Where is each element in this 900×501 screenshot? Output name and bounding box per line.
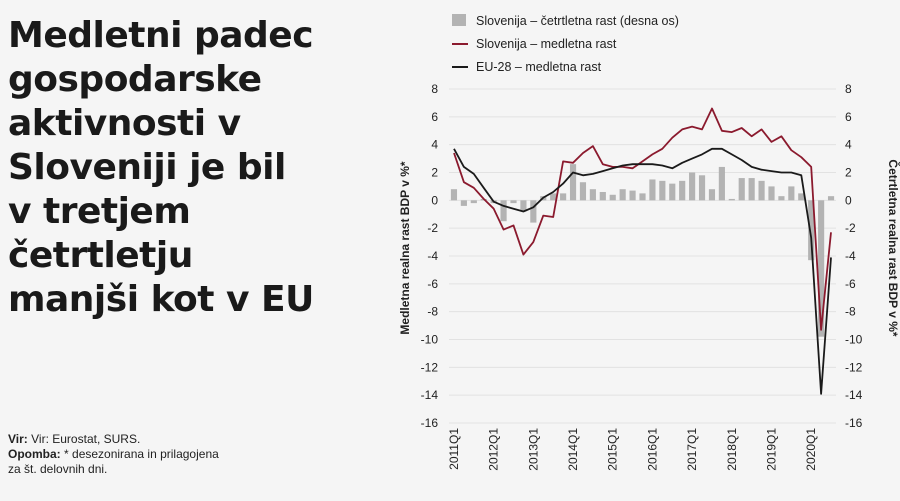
y-tick-label-right: 2 [845,166,852,180]
note-line-2: za št. delovnih dni. [8,462,108,476]
headline: Medletni padec gospodarske aktivnosti v … [8,14,368,322]
source-text: Vir: Eurostat, SURS. [31,432,141,446]
bar [758,180,765,201]
y-tick-label-left: 0 [431,193,438,207]
y-axis-title-left: Medletna realna rast BDP v %* [398,161,412,335]
bar [728,198,735,201]
y-tick-label-right: 0 [845,193,852,207]
bar [788,186,795,201]
x-tick-label: 2011Q1 [447,428,461,470]
y-tick-label-left: -14 [421,388,439,402]
bar [530,200,537,223]
bar [470,200,477,204]
bar [589,189,596,201]
x-tick-label: 2013Q1 [526,428,540,471]
bar [818,200,825,337]
bar [560,193,567,201]
bar [708,189,716,201]
y-tick-label-right: -10 [845,333,863,347]
source-line: Vir: Vir: Eurostat, SURS. [8,432,338,447]
x-tick-label: 2019Q1 [765,428,779,471]
bar [639,193,646,201]
bar [500,200,507,222]
bar [619,189,626,201]
x-tick-label: 2017Q1 [685,428,699,471]
y-axis-title-right: Četrtletna realna rast BDP v %* [886,159,900,337]
headline-line: Sloveniji je bil [8,147,286,188]
y-tick-label-right: -16 [845,416,863,430]
bar [629,190,636,201]
slovenia-yoy-line [453,107,832,331]
source-label: Vir: [8,432,28,446]
y-tick-label-right: 6 [845,110,852,124]
y-tick-label-right: -12 [845,360,863,374]
y-tick-label-left: -8 [427,305,438,319]
bar [827,196,835,201]
headline-line: aktivnosti v [8,103,241,144]
headline-line: v tretjem [8,191,191,232]
bar [599,191,606,201]
y-tick-label-right: 8 [845,82,852,96]
y-tick-label-left: -16 [421,416,439,430]
x-tick-label: 2016Q1 [645,428,659,471]
y-tick-label-right: -14 [845,388,863,402]
note-line: Opomba: * desezonirana in prilagojena [8,447,338,462]
bar [718,166,725,201]
bar [510,200,517,204]
bar [808,200,815,261]
y-tick-label-left: -12 [421,360,439,374]
y-tick-label-left: -10 [421,333,439,347]
x-tick-label: 2012Q1 [487,428,501,471]
bar [738,178,745,201]
bar [778,196,785,201]
bar [609,194,616,201]
bar [748,178,755,201]
x-tick-label: 2014Q1 [566,428,580,471]
x-tick-label: 2020Q1 [804,428,818,471]
bar [689,172,696,201]
bar [550,193,557,201]
eu28-yoy-line [453,147,832,395]
headline-line: manjši kot v EU [8,279,314,320]
bar [679,180,686,201]
source-notes: Vir: Vir: Eurostat, SURS. Opomba: * dese… [8,432,338,477]
headline-line: gospodarske [8,59,262,100]
headline-line: četrtletju [8,235,193,276]
legend-label: Slovenija – medletna rast [476,37,617,51]
y-tick-label-right: -2 [845,221,856,235]
bar [520,200,527,212]
legend: Slovenija – četrtletna rast (desna os) S… [452,14,679,74]
bar [659,180,666,201]
y-tick-label-left: -4 [427,249,438,263]
bar [460,200,467,206]
y-tick-label-left: -6 [427,277,438,291]
legend-label: Slovenija – četrtletna rast (desna os) [476,14,679,28]
bar [450,189,458,201]
y-tick-label-right: -4 [845,249,856,263]
y-tick-label-left: 4 [431,138,438,152]
bar [569,164,577,201]
headline-line: Medletni padec [8,15,314,56]
bar [579,182,587,201]
y-tick-label-left: 6 [431,110,438,124]
y-tick-label-left: -2 [427,221,438,235]
note-text: * desezonirana in prilagojena [64,447,219,461]
note-label: Opomba: [8,447,61,461]
bar [768,186,775,201]
bar [798,193,805,201]
x-tick-label: 2015Q1 [606,428,620,471]
legend-swatch-bar [452,14,466,26]
y-tick-label-left: 2 [431,166,438,180]
y-tick-label-right: -8 [845,305,856,319]
y-tick-label-right: 4 [845,138,852,152]
y-tick-label-right: -6 [845,277,856,291]
y-tick-label-left: 8 [431,82,438,96]
bar [669,183,676,201]
x-tick-label: 2018Q1 [725,428,739,471]
bar [698,175,706,201]
legend-label: EU-28 – medletna rast [476,60,602,74]
bar [649,179,656,201]
